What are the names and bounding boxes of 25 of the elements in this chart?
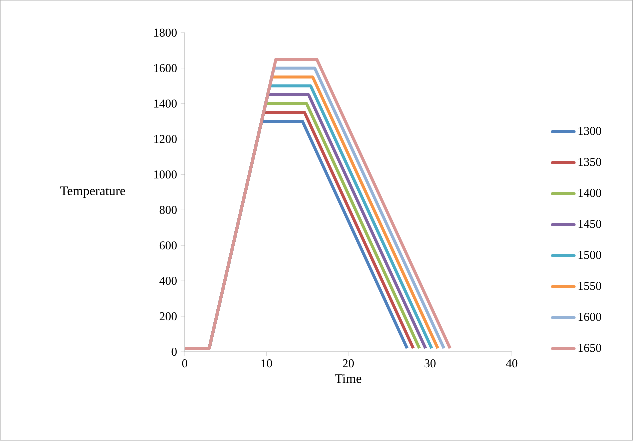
legend-label: 1450 [578, 220, 602, 228]
legend-label: 1650 [578, 344, 602, 352]
legend-label: 1550 [578, 282, 602, 290]
x-tick-label: 20 [343, 360, 354, 368]
legend-label: 1300 [578, 127, 602, 136]
y-tick-label: 1800 [154, 28, 177, 37]
x-axis-title: Time [335, 374, 362, 384]
x-tick-label: 0 [182, 360, 188, 368]
x-tick-label: 10 [262, 360, 272, 368]
y-axis-title: Temperature [60, 186, 126, 198]
x-tick-label: 30 [424, 360, 436, 368]
legend-label: 1500 [578, 251, 602, 260]
y-tick-label: 1200 [154, 135, 177, 144]
legend-label: 1600 [578, 313, 602, 322]
y-tick-label: 0 [172, 348, 177, 356]
y-tick-label: 1400 [154, 100, 177, 108]
y-tick-label: 600 [160, 242, 177, 250]
legend-label: 1400 [578, 189, 602, 198]
legend-label: 1350 [578, 158, 602, 166]
y-tick-label: 800 [160, 206, 177, 214]
x-tick-label: 40 [506, 360, 518, 368]
y-tick-label: 200 [160, 312, 177, 321]
y-tick-label: 1600 [154, 64, 177, 72]
y-tick-label: 1000 [154, 170, 177, 179]
y-tick-label: 400 [160, 277, 177, 286]
